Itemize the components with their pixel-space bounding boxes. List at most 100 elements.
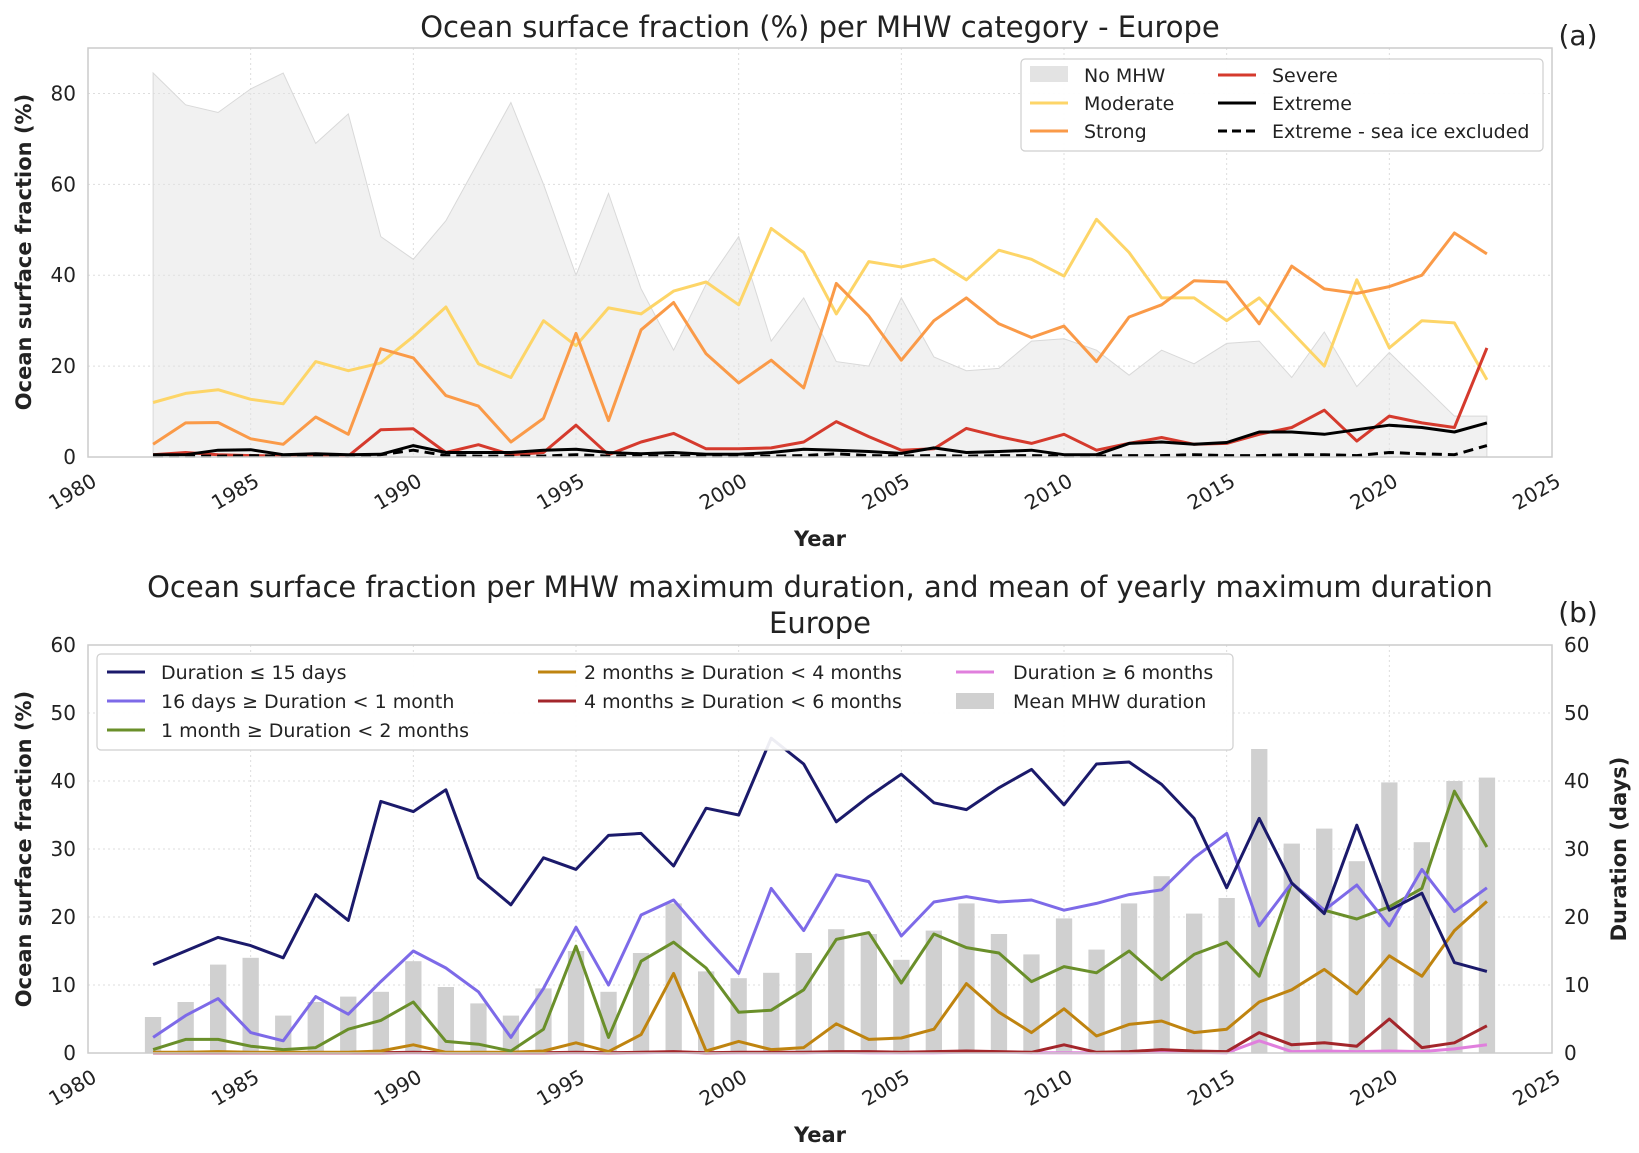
panel-b-right-y-axis-label: Duration (days)	[1607, 757, 1631, 942]
b-right-y-tick-label-40: 40	[1564, 769, 1589, 793]
b-y-tick-label-20: 20	[51, 905, 76, 929]
bar-mean-duration-2012	[1120, 903, 1138, 1053]
legend-label-no-mhw: No MHW	[1084, 65, 1166, 87]
bar-mean-duration-2018	[1316, 828, 1333, 1053]
bar-mean-duration-1993	[502, 1015, 520, 1053]
legend-label-moderate: Moderate	[1084, 93, 1174, 115]
bar-mean-duration-1989	[372, 991, 389, 1053]
legend-label-strong: Strong	[1084, 121, 1147, 143]
legend-label-duration-2-months: 1 month ≥ Duration < 2 months	[161, 720, 469, 742]
bar-mean-duration-2013	[1153, 876, 1170, 1053]
bar-mean-duration-2014	[1186, 913, 1203, 1053]
b-right-y-tick-label-20: 20	[1564, 905, 1589, 929]
panel-b-legend: Duration ≤ 15 days 16 days ≥ Duration < …	[96, 653, 1234, 751]
bar-mean-duration-2001	[763, 972, 780, 1053]
line-strong	[152, 231, 1488, 446]
panel-b-bars-layer	[144, 749, 1496, 1053]
a-y-tick-label-0: 0	[63, 445, 76, 469]
bar-mean-duration-1988	[340, 996, 357, 1053]
bar-mean-duration-1985	[242, 957, 259, 1053]
b-y-tick-label-60: 60	[51, 633, 76, 657]
panel-b-y-axis-label: Ocean surface fraction (%)	[12, 691, 36, 1007]
b-y-tick-label-10: 10	[51, 973, 76, 997]
bar-mean-duration-2019	[1348, 861, 1365, 1053]
bar-mean-duration-2002	[795, 953, 812, 1053]
panel-b-title-line-1: Ocean surface fraction per MHW maximum d…	[147, 570, 1493, 604]
line-extreme-sea-ice-excluded	[153, 444, 1488, 458]
bar-mean-duration-2005	[893, 959, 910, 1053]
bar-mean-duration-2003	[828, 929, 845, 1053]
panel-b: Ocean surface fraction per MHW maximum d…	[12, 570, 1631, 1147]
bar-mean-duration-1992	[470, 1003, 487, 1053]
b-right-y-tick-label-30: 30	[1564, 837, 1589, 861]
bar-mean-duration-1996	[600, 991, 617, 1053]
panel-a-area-layer	[152, 71, 1488, 458]
legend-label-extreme-sea-ice-excluded: Extreme - sea ice excluded	[1272, 121, 1529, 143]
b-right-y-tick-label-50: 50	[1564, 701, 1589, 725]
area-no-mhw	[152, 71, 1488, 458]
b-y-tick-label-0: 0	[63, 1041, 76, 1065]
a-y-tick-label-40: 40	[51, 263, 76, 287]
bar-mean-duration-1984	[210, 964, 227, 1053]
panel-a-plot-frame	[87, 47, 1553, 458]
bar-mean-duration-2007	[958, 903, 975, 1053]
panel-a-y-axis-label: Ocean surface fraction (%)	[12, 94, 36, 410]
panel-a-legend: No MHW Moderate Strong Severe Extreme Ex…	[1020, 58, 1544, 152]
panel-b-right-y-ticks: 0 10 20 30 40 50 60	[1564, 633, 1589, 1065]
legend-label-duration-4-months: 2 months ≥ Duration < 4 months	[584, 662, 902, 684]
bar-mean-duration-1998	[665, 903, 682, 1053]
panel-b-plot-frame	[87, 644, 1553, 1054]
bar-mean-duration-1982	[144, 1017, 162, 1053]
b-y-tick-label-50: 50	[51, 701, 76, 725]
panel-a-label: (a)	[1558, 19, 1597, 52]
panel-a-lines-layer	[152, 217, 1489, 458]
panel-b-legend-box	[96, 653, 1234, 751]
panel-a-y-ticks: 0 20 40 60 80	[51, 81, 76, 469]
bar-mean-duration-2008	[990, 934, 1008, 1053]
bar-mean-duration-2011	[1088, 949, 1105, 1053]
bar-mean-duration-2000	[730, 978, 747, 1053]
bar-mean-duration-2006	[925, 930, 942, 1053]
panel-a-x-axis-label: Year	[793, 527, 847, 551]
line-extreme	[153, 421, 1488, 457]
bar-mean-duration-1994	[535, 988, 552, 1053]
bar-mean-duration-1983	[177, 1002, 194, 1053]
line-2-months-duration-4-months	[153, 900, 1488, 1054]
bar-mean-duration-2022	[1446, 781, 1463, 1053]
bar-mean-duration-2023	[1478, 777, 1496, 1053]
legend-label-duration-6-months: 4 months ≥ Duration < 6 months	[584, 691, 902, 713]
b-y-tick-label-30: 30	[51, 837, 76, 861]
a-y-tick-label-80: 80	[51, 81, 76, 105]
bar-mean-duration-1990	[405, 961, 422, 1053]
panel-b-label: (b)	[1558, 596, 1598, 629]
line-1-month-duration-2-months	[152, 789, 1489, 1053]
legend-label-duration-15-days: Duration ≤ 15 days	[161, 662, 347, 684]
panel-b-title-line-2: Europe	[769, 606, 871, 640]
bar-mean-duration-1995	[567, 951, 585, 1053]
legend-label-severe: Severe	[1272, 65, 1338, 87]
panel-a: Ocean surface fraction (%) per MHW categ…	[12, 10, 1598, 551]
legend-label-duration-1-month: 16 days ≥ Duration < 1 month	[161, 691, 454, 713]
legend-label-extreme: Extreme	[1272, 93, 1352, 115]
panel-a-title: Ocean surface fraction (%) per MHW categ…	[420, 10, 1220, 44]
b-right-y-tick-label-10: 10	[1564, 973, 1589, 997]
legend-label-mean-mhw-duration: Mean MHW duration	[1013, 691, 1206, 713]
panel-b-y-ticks: 0 10 20 30 40 50 60	[51, 633, 76, 1065]
bar-mean-duration-2010	[1055, 918, 1073, 1053]
bar-mean-duration-2015	[1218, 898, 1235, 1053]
panel-a-legend-box	[1020, 58, 1544, 152]
line-16-days-duration-1-month	[152, 831, 1488, 1043]
bar-mean-duration-2020	[1381, 782, 1398, 1053]
panel-b-x-axis-label: Year	[793, 1123, 847, 1147]
b-right-y-tick-label-60: 60	[1564, 633, 1589, 657]
b-right-y-tick-label-0: 0	[1564, 1041, 1577, 1065]
legend-swatch-no-mhw	[1030, 66, 1068, 82]
legend-swatch-mean-mhw-duration	[956, 693, 994, 709]
bar-mean-duration-1986	[275, 1015, 292, 1053]
legend-label-duration-over-6-months: Duration ≥ 6 months	[1013, 662, 1213, 684]
a-y-tick-label-20: 20	[51, 354, 76, 378]
bar-mean-duration-1987	[307, 1002, 324, 1053]
bar-mean-duration-1999	[698, 971, 715, 1053]
a-y-tick-label-60: 60	[51, 172, 76, 196]
